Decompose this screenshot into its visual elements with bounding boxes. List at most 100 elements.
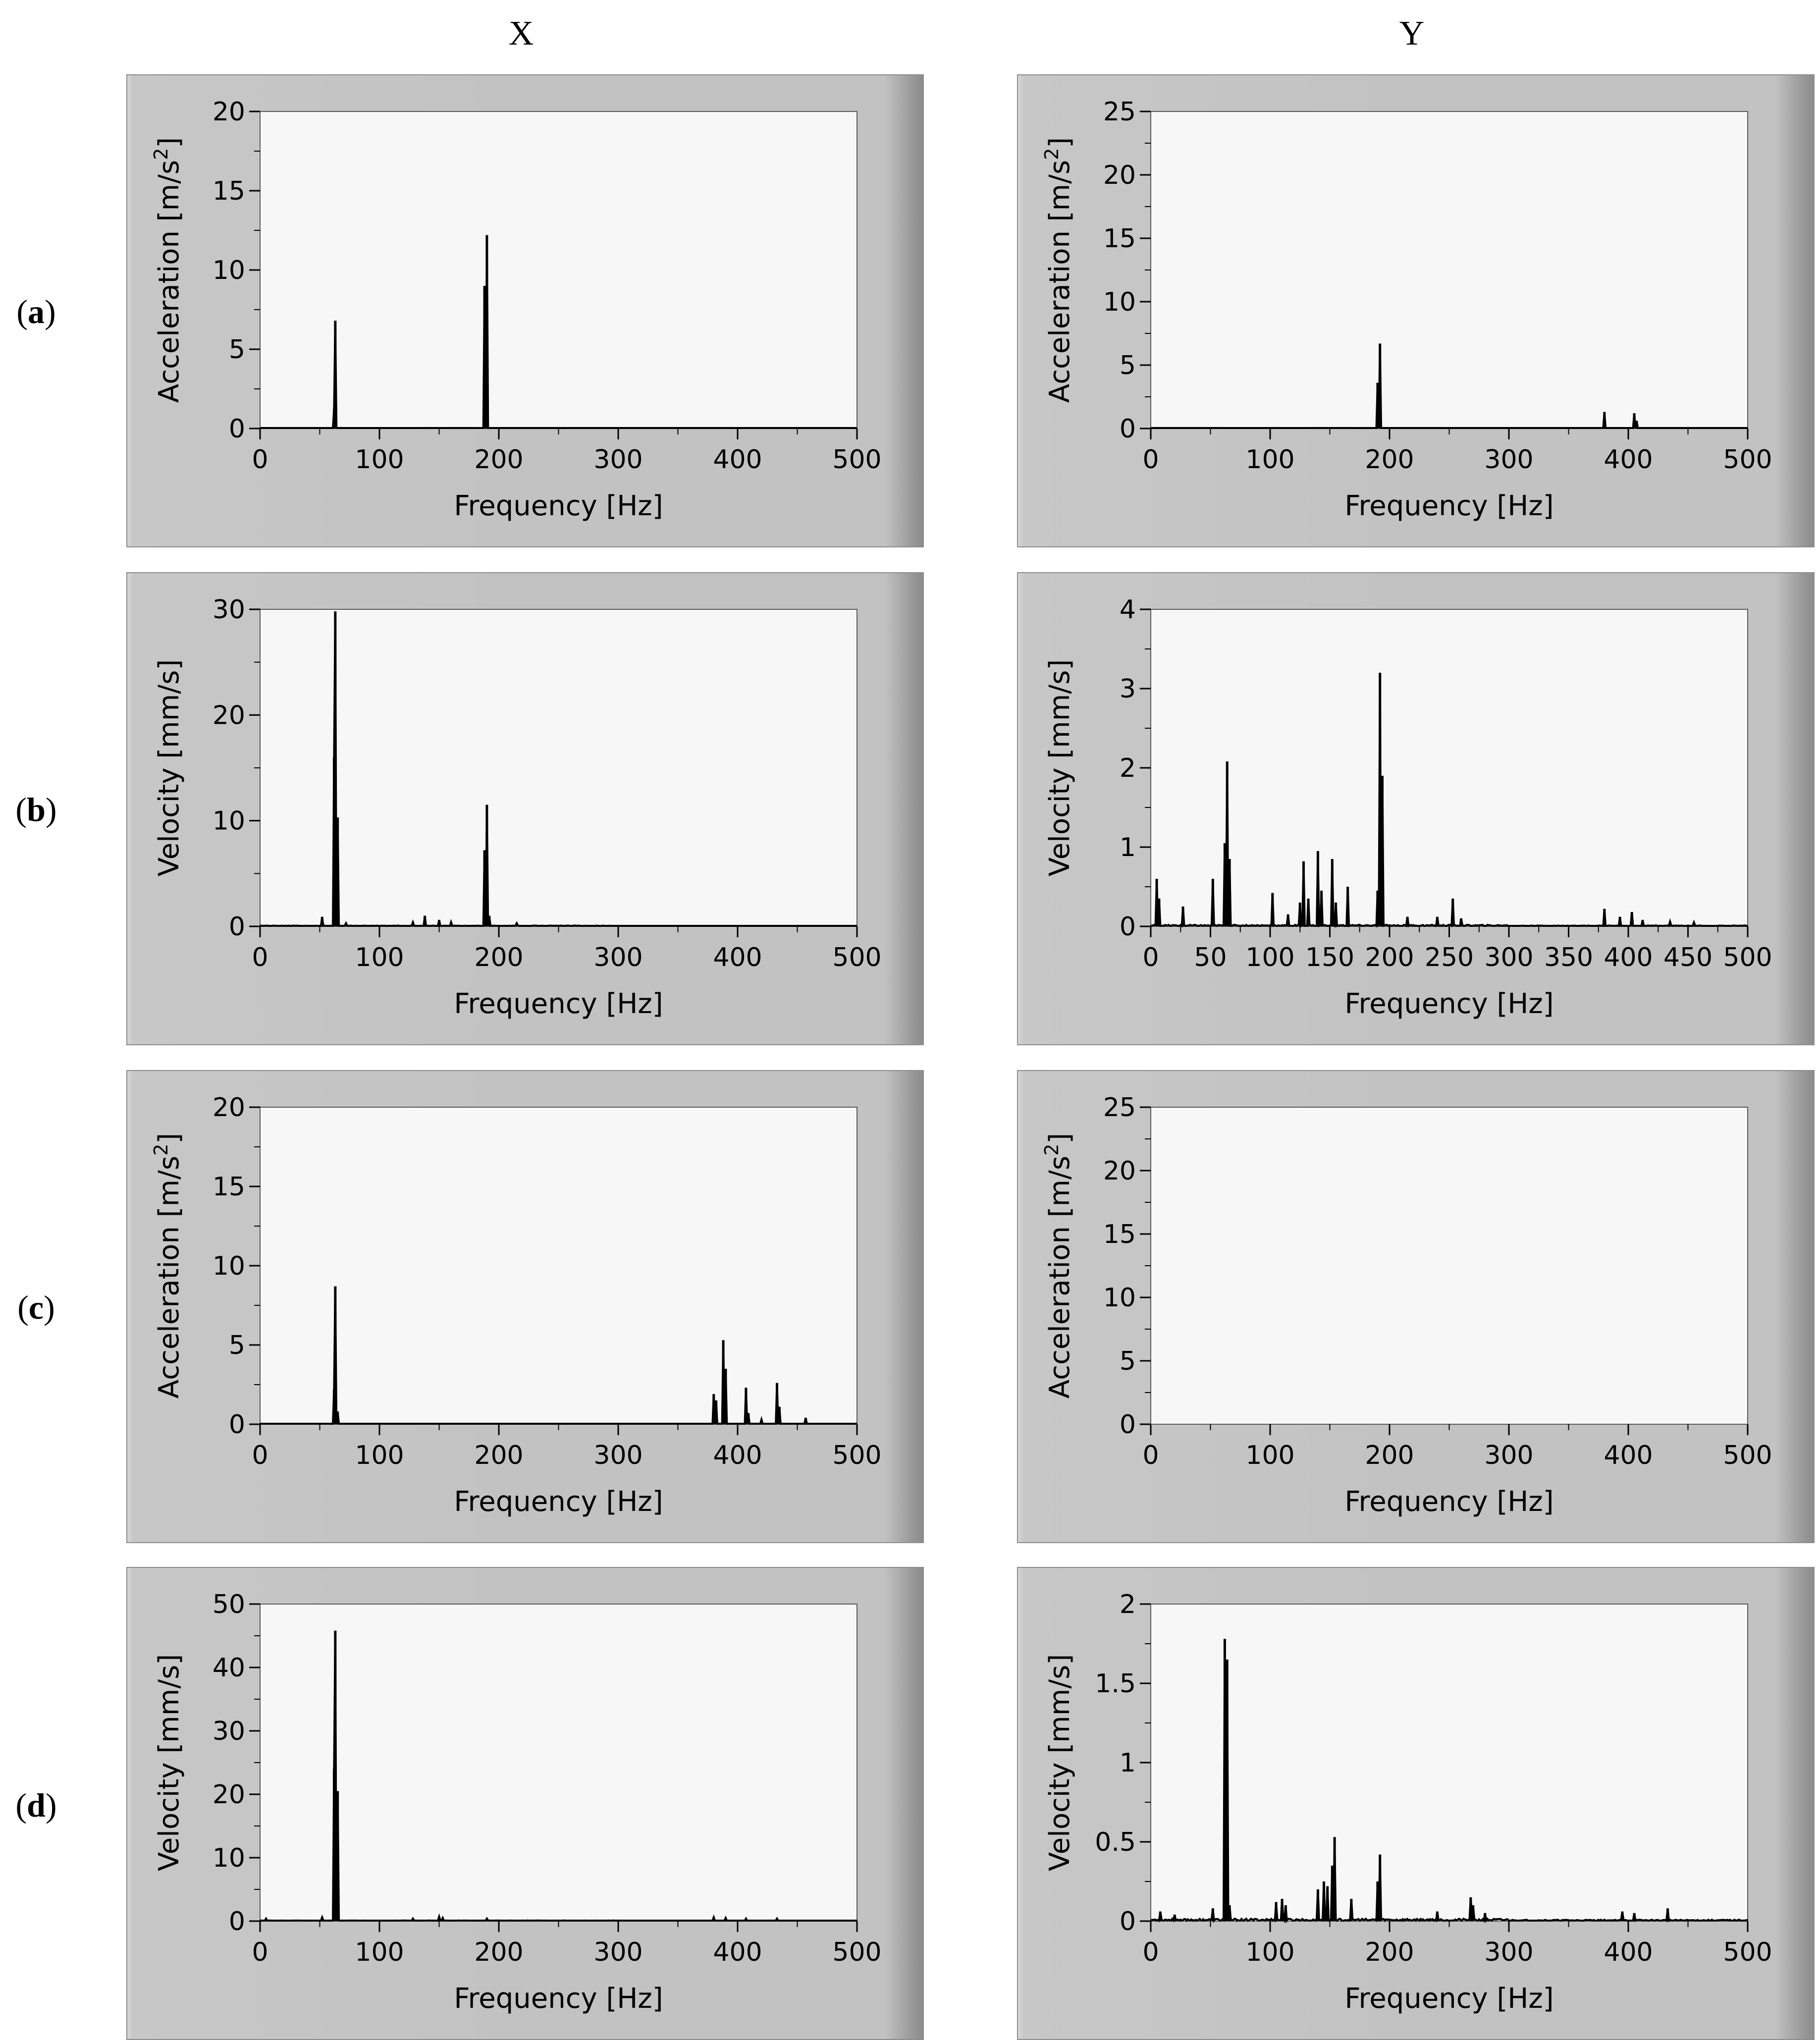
- plot-area: [260, 111, 857, 429]
- x-tick-label: 200: [474, 943, 523, 972]
- x-tick-label: 500: [1723, 1441, 1772, 1470]
- x-tick-label: 500: [832, 943, 881, 972]
- y-tick-label: 15: [213, 1172, 245, 1202]
- spectrum-line: [260, 1630, 857, 1922]
- y-tick-label: 5: [229, 335, 245, 365]
- row-label-b: (b): [15, 791, 57, 828]
- row-label-c: (c): [17, 1288, 55, 1326]
- x-tick-label: 200: [1365, 1441, 1414, 1470]
- y-tick-label: 0: [1120, 912, 1136, 942]
- y-tick-label: 40: [213, 1653, 245, 1683]
- x-tick-label: 0: [252, 445, 268, 475]
- chart-panel-c-x: 0 5 10 15 20 0 100 200 300 400 500 Frequency [Hz] Ac…: [126, 1070, 924, 1543]
- y-tick-label: 1.5: [1095, 1669, 1136, 1699]
- y-tick-label: 30: [213, 1717, 245, 1746]
- x-tick-label: 200: [474, 445, 523, 475]
- x-tick-label: 500: [1723, 445, 1772, 475]
- y-tick-label: 4: [1120, 595, 1136, 625]
- x-tick-label: 200: [1365, 943, 1414, 972]
- x-tick-label: 500: [832, 1937, 881, 1967]
- y-tick-label: 30: [213, 595, 245, 625]
- y-axis-label: Acceleration [m/s2]: [150, 137, 185, 403]
- spectrum-line: [260, 1286, 857, 1425]
- chart-panel-b-x: 0 10 20 30 0 100 200 300 400 500 Frequency [Hz] Vel…: [126, 572, 924, 1045]
- spectrum-line: [1151, 1639, 1748, 1924]
- y-tick-label: 10: [1103, 287, 1136, 317]
- chart-svg: 0 0.5 1 1.5 2 0 100 200 300 400 500 Frequency [Hz] V…: [1044, 1590, 1772, 2015]
- y-tick-label: 0: [229, 414, 245, 444]
- x-tick-label: 100: [1245, 943, 1294, 972]
- y-tick-label: 0: [229, 1410, 245, 1440]
- x-tick-label: 300: [593, 943, 642, 972]
- x-axis-label: Frequency [Hz]: [1344, 988, 1553, 1020]
- x-axis-label: Frequency [Hz]: [454, 988, 663, 1020]
- y-tick-label: 15: [1103, 1220, 1136, 1249]
- y-axis-label: Acceleration [m/s2]: [150, 1133, 185, 1398]
- x-axis-label: Frequency [Hz]: [1344, 1983, 1553, 2015]
- chart-panel-c-y: 0 5 10 15 20 25 0 100 200 300 400 500 Frequency [Hz]…: [1017, 1070, 1815, 1543]
- spectrum-line: [260, 235, 857, 429]
- x-tick-label: 100: [1245, 1441, 1294, 1470]
- y-axis-label: Acceleration [m/s2]: [1041, 1133, 1076, 1398]
- y-axis-label: Velocity [mm/s]: [153, 1654, 185, 1871]
- chart-panel-a-y: 0 5 10 15 20 25 0 100 200 300 400 500 Frequency [Hz]…: [1017, 74, 1815, 547]
- y-tick-label: 15: [213, 176, 245, 206]
- y-tick-label: 10: [1103, 1283, 1136, 1313]
- x-tick-label: 0: [1142, 1937, 1159, 1967]
- x-tick-label: 200: [1365, 1937, 1414, 1967]
- chart-svg: 0 5 10 15 20 25 0 100 200 300 400 500 Frequency [Hz]…: [1041, 97, 1772, 522]
- x-tick-label: 0: [252, 1937, 268, 1967]
- y-tick-label: 20: [213, 1780, 245, 1810]
- y-tick-label: 15: [1103, 224, 1136, 254]
- x-tick-label: 0: [1142, 1441, 1159, 1470]
- x-tick-label: 400: [713, 1441, 762, 1470]
- x-tick-label: 400: [1604, 1937, 1653, 1967]
- x-axis-label: Frequency [Hz]: [454, 1486, 663, 1518]
- x-tick-label: 200: [474, 1441, 523, 1470]
- y-tick-label: 0: [229, 912, 245, 942]
- x-tick-label: 300: [1484, 1441, 1533, 1470]
- y-axis-label: Velocity [mm/s]: [1044, 659, 1076, 876]
- x-axis-label: Frequency [Hz]: [454, 490, 663, 522]
- y-tick-label: 5: [1120, 351, 1136, 380]
- y-axis-label: Acceleration [m/s2]: [1041, 137, 1076, 403]
- x-tick-label: 300: [1484, 1937, 1533, 1967]
- x-tick-label: 100: [355, 445, 404, 475]
- y-tick-label: 50: [213, 1590, 245, 1619]
- y-tick-label: 20: [213, 700, 245, 730]
- y-tick-label: 0: [1120, 1907, 1136, 1936]
- y-tick-label: 20: [1103, 1156, 1136, 1186]
- y-tick-label: 5: [1120, 1346, 1136, 1376]
- x-axis-label: Frequency [Hz]: [1344, 1486, 1553, 1518]
- x-tick-label: 200: [474, 1937, 523, 1967]
- y-tick-label: 10: [213, 806, 245, 836]
- chart-panel-d-y: 0 0.5 1 1.5 2 0 100 200 300 400 500 Frequency [Hz] V…: [1017, 1567, 1815, 2040]
- x-tick-label: 400: [713, 445, 762, 475]
- x-tick-label: 300: [593, 445, 642, 475]
- x-tick-label: 50: [1194, 943, 1227, 972]
- row-label-d: (d): [15, 1786, 57, 1824]
- plot-area: [260, 1107, 857, 1425]
- column-title-x: X: [508, 14, 534, 53]
- y-tick-label: 1: [1120, 833, 1136, 862]
- row-label-a: (a): [16, 293, 56, 330]
- plot-area: [1150, 1107, 1748, 1425]
- x-tick-label: 0: [1142, 445, 1159, 475]
- x-tick-label: 500: [1723, 943, 1772, 972]
- x-tick-label: 100: [1245, 1937, 1294, 1967]
- y-axis-label: Velocity [mm/s]: [1044, 1654, 1076, 1871]
- plot-area: [260, 1604, 857, 1922]
- x-tick-label: 500: [832, 1441, 881, 1470]
- plot-area: [1150, 111, 1748, 429]
- y-tick-label: 0: [1120, 1410, 1136, 1440]
- x-tick-label: 100: [1245, 445, 1294, 475]
- x-tick-label: 200: [1365, 445, 1414, 475]
- x-tick-label: 150: [1305, 943, 1354, 972]
- y-tick-label: 20: [213, 1093, 245, 1123]
- y-tick-label: 20: [213, 97, 245, 127]
- x-tick-label: 300: [1484, 943, 1533, 972]
